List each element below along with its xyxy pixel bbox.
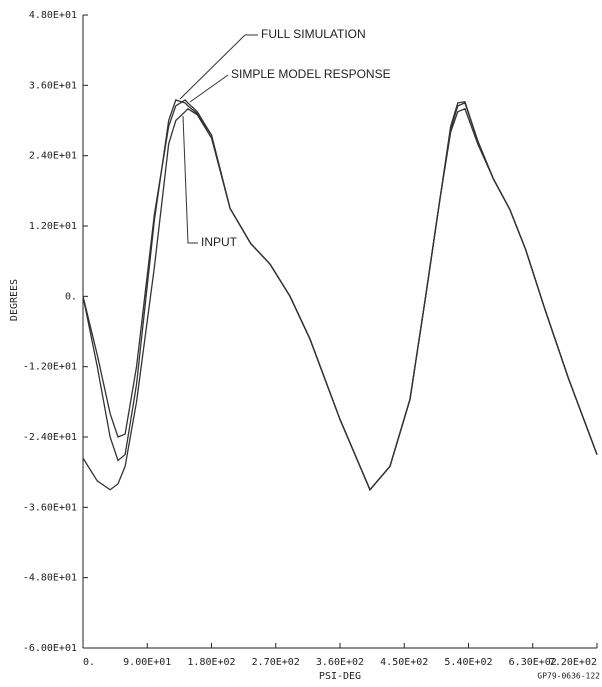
y-tick-label: 3.60E+01 <box>29 80 77 91</box>
y-tick-label: -1.20E+01 <box>23 362 77 373</box>
annotation: SIMPLE MODEL RESPONSE <box>231 67 391 81</box>
y-tick-label: 2.40E+01 <box>29 151 77 162</box>
y-tick-label: -4.80E+01 <box>23 573 77 584</box>
leader <box>182 115 198 244</box>
x-tick-label: 2.70E+02 <box>252 657 300 668</box>
x-tick-label: 9.00E+01 <box>123 657 171 668</box>
annotation: FULL SIMULATION <box>261 27 366 41</box>
x-tick-label: 5.40E+02 <box>444 657 492 668</box>
x-tick-label: 3.60E+02 <box>316 657 364 668</box>
y-tick-label: 0. <box>65 291 77 302</box>
y-tick-label: 4.80E+01 <box>29 10 77 21</box>
x-tick-label: 7.20E+02 <box>549 657 597 668</box>
annotation: INPUT <box>201 235 238 249</box>
y-tick-label: -2.40E+01 <box>23 432 77 443</box>
series-line <box>82 99 598 491</box>
x-axis-label: PSI-DEG <box>319 671 361 682</box>
x-tick-label: 1.80E+02 <box>187 657 235 668</box>
x-tick-label: 4.50E+02 <box>380 657 428 668</box>
y-tick-label: -6.00E+01 <box>23 643 77 654</box>
leader <box>179 34 246 100</box>
footnote: GP79-0636-122 <box>537 672 600 681</box>
x-tick-label: 0. <box>83 657 95 668</box>
series-line <box>82 107 598 491</box>
y-tick-label: 1.20E+01 <box>29 221 77 232</box>
y-tick-label: -3.60E+01 <box>23 502 77 513</box>
leader <box>189 74 229 103</box>
series-line <box>82 99 598 491</box>
x-tick-label: 6.30E+02 <box>509 657 557 668</box>
y-axis-label: DEGREES <box>9 279 20 321</box>
